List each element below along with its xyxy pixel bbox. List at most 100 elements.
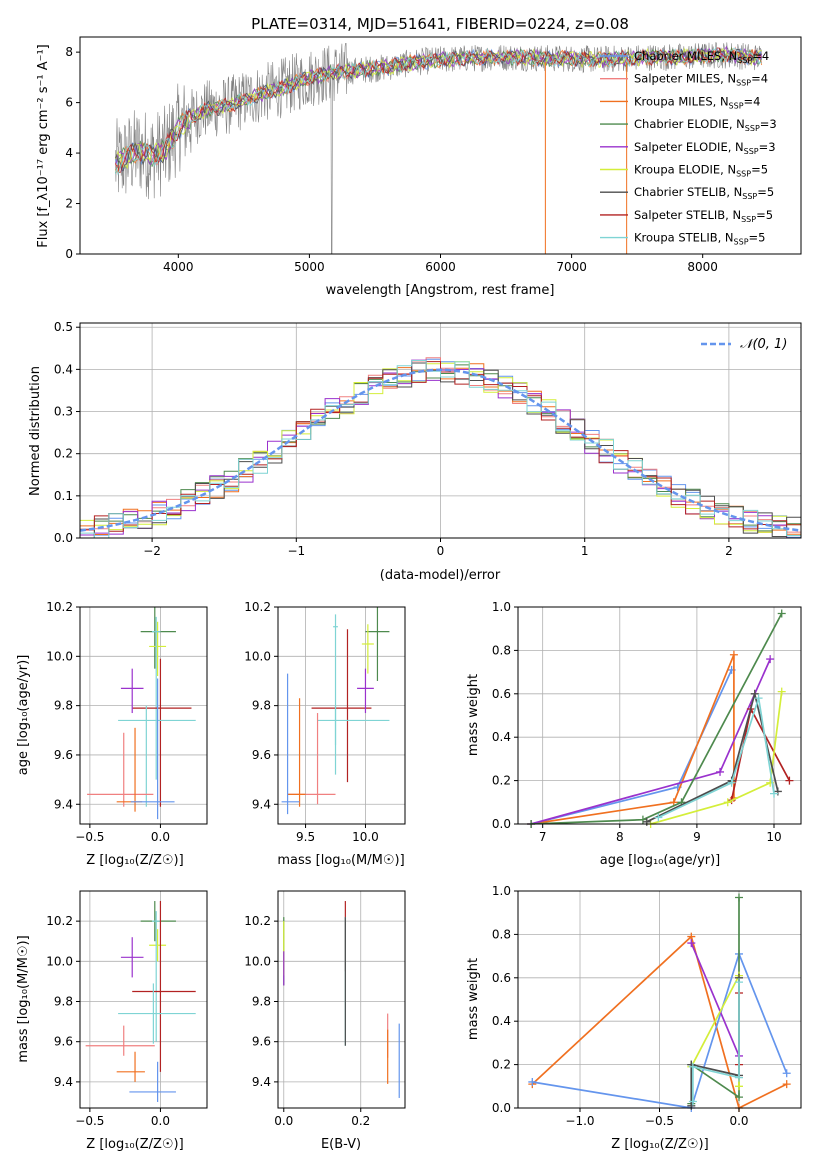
- y-tick-label: 0.4: [54, 362, 73, 376]
- legend-label: Kroupa MILES, NSSP=4: [634, 94, 760, 110]
- spectrum-ticks: 4000 5000 6000 7000 8000 0 2 4 6 8: [65, 45, 718, 274]
- ebv-mass-xlabel: E(B-V): [321, 1137, 361, 1152]
- y-tick-label: 9.6: [252, 748, 271, 762]
- legend-sub: SSP: [741, 215, 756, 224]
- legend-label: Salpeter STELIB, NSSP=5: [634, 208, 773, 224]
- mass-age-ticks: 9.5 10.0 9.4 9.6 9.8 10.0 10.2: [244, 600, 379, 844]
- legend-sub: SSP: [729, 101, 744, 110]
- y-tick-label: 0: [65, 247, 73, 261]
- ebv-mass-frame: [277, 890, 406, 1109]
- y-tick-label: 0.0: [492, 1101, 511, 1115]
- legend-nssp: =5: [756, 208, 773, 222]
- x-tick-label: 0: [437, 544, 445, 558]
- z-age-ylabel: age [log₁₀(age/yr)]: [16, 655, 31, 776]
- x-tick-label: 10: [766, 830, 781, 844]
- z_age-grid: [80, 606, 207, 824]
- y-tick-label: 0.4: [492, 1014, 511, 1028]
- plus-marker: [716, 767, 725, 776]
- y-tick-label: 9.8: [252, 699, 271, 713]
- z-mass-xlabel: Z [log₁₀(Z/Z☉)]: [86, 1137, 183, 1152]
- x-tick-label: −0.5: [75, 830, 104, 844]
- ebv-mass-ticks: 0.0 0.2 9.4 9.6 9.8 10.0 10.2: [244, 914, 370, 1128]
- y-tick-label: 0.5: [54, 320, 73, 334]
- z_mass-grid: [80, 891, 207, 1108]
- weight-line-kroupa-elodie: [650, 691, 783, 824]
- age-weight-xlabel: age [log₁₀(age/yr)]: [600, 853, 721, 868]
- residuals-legend: 𝒩(0, 1): [701, 337, 787, 352]
- x-tick-label: −2: [143, 544, 161, 558]
- z-weight-ticks: −1.0 −0.5 0.0 0.0 0.2 0.4 0.6 0.8 1.0: [492, 884, 749, 1128]
- plus-marker: [723, 798, 732, 807]
- residuals-ylabel: Normed distribution: [28, 366, 43, 496]
- y-tick-label: 0.4: [492, 730, 511, 744]
- y-tick-label: 8: [65, 45, 73, 59]
- y-tick-label: 10.0: [46, 954, 73, 968]
- weight-line-kroupa-miles: [530, 654, 735, 824]
- x-tick-label: 10.0: [352, 830, 379, 844]
- y-tick-label: 10.0: [46, 649, 73, 663]
- plus-marker: [734, 978, 743, 987]
- z_weight-grid: [518, 890, 801, 1109]
- y-tick-label: 0.8: [492, 927, 511, 941]
- plus-marker: [770, 789, 779, 798]
- mass-age-panel: 9.5 10.0 9.4 9.6 9.8 10.0 10.2 mass [log₁₀(M/M…: [244, 600, 406, 868]
- weight-line-kroupa-stelib: [657, 697, 775, 819]
- age-weight-ylabel: mass weight: [466, 674, 481, 756]
- z-weight-panel: −1.0 −0.5 0.0 0.0 0.2 0.4 0.6 0.8 1.0 Z [log₁₀(Z…: [466, 884, 802, 1152]
- y-tick-label: 0.3: [54, 405, 73, 419]
- ebv-mass-plot-area: [278, 891, 405, 1108]
- y-tick-label: 9.8: [252, 995, 271, 1009]
- legend-sub: SSP: [736, 79, 751, 88]
- x-tick-label: 8000: [687, 260, 718, 274]
- plus-marker: [727, 778, 736, 787]
- y-tick-label: 10.2: [46, 914, 73, 928]
- legend-nssp: =4: [744, 94, 761, 108]
- plus-marker: [782, 1069, 791, 1078]
- x-tick-label: 9.5: [296, 830, 315, 844]
- x-tick-label: −0.5: [75, 1114, 104, 1128]
- y-tick-label: 6: [65, 96, 73, 110]
- y-tick-label: 9.4: [54, 797, 73, 811]
- x-tick-label: 1: [581, 544, 589, 558]
- weight-line-kroupa-stelib: [692, 982, 740, 1102]
- plus-marker: [688, 1062, 697, 1071]
- y-tick-label: 4: [65, 146, 73, 160]
- x-tick-label: 6000: [425, 260, 456, 274]
- age-weight-panel: 7 8 9 10 0.0 0.2 0.4 0.6 0.8 1.0 age [log₁₀(age/y…: [466, 600, 802, 868]
- plus-marker: [777, 609, 786, 618]
- y-tick-label: 1.0: [492, 884, 511, 898]
- x-tick-label: 2: [725, 544, 733, 558]
- legend-label: Chabrier STELIB, NSSP=5: [634, 185, 774, 201]
- residuals-ticks: −2 −1 0 1 2 0.0 0.1 0.2 0.3 0.4 0.5: [54, 320, 733, 558]
- y-tick-label: 1.0: [492, 600, 511, 614]
- legend-normal-label: 𝒩(0, 1): [740, 337, 787, 352]
- plus-marker: [734, 1073, 743, 1082]
- spectrum-ylabel: Flux [f_λ10⁻¹⁷ erg cm⁻² s⁻¹ A⁻¹]: [36, 44, 51, 248]
- z-weight-plot-area: [518, 890, 801, 1112]
- legend-nssp: =5: [749, 231, 766, 245]
- figure-title: PLATE=0314, MJD=51641, FIBERID=0224, z=0…: [251, 15, 629, 33]
- legend-label: Chabrier ELODIE, NSSP=3: [634, 117, 777, 133]
- y-tick-label: 2: [65, 197, 73, 211]
- plus-marker: [782, 1080, 791, 1089]
- x-tick-label: 5000: [294, 260, 325, 274]
- y-tick-label: 0.2: [492, 774, 511, 788]
- z-mass-ylabel: mass [log₁₀(M/M☉)]: [16, 935, 31, 1062]
- plus-marker: [729, 650, 738, 659]
- x-tick-label: −0.5: [645, 1114, 674, 1128]
- y-tick-label: 9.6: [252, 1035, 271, 1049]
- z-age-xlabel: Z [log₁₀(Z/Z☉)]: [86, 853, 183, 868]
- model-spectrum-kroupa-stelib: [114, 46, 762, 176]
- y-tick-label: 9.8: [54, 699, 73, 713]
- x-tick-label: 0.2: [351, 1114, 370, 1128]
- spectrum-xlabel: wavelength [Angstrom, rest frame]: [326, 283, 555, 298]
- legend-sub: SSP: [742, 192, 757, 201]
- legend-sub: SSP: [734, 238, 749, 247]
- y-tick-label: 0.6: [492, 971, 511, 985]
- y-tick-label: 9.8: [54, 995, 73, 1009]
- z-mass-ticks: −0.5 0.0 9.4 9.6 9.8 10.0 10.2: [46, 914, 170, 1128]
- y-tick-label: 0.0: [492, 817, 511, 831]
- residuals-plot-area: [80, 323, 801, 539]
- legend-label: Kroupa STELIB, NSSP=5: [634, 231, 765, 247]
- y-tick-label: 10.2: [244, 914, 271, 928]
